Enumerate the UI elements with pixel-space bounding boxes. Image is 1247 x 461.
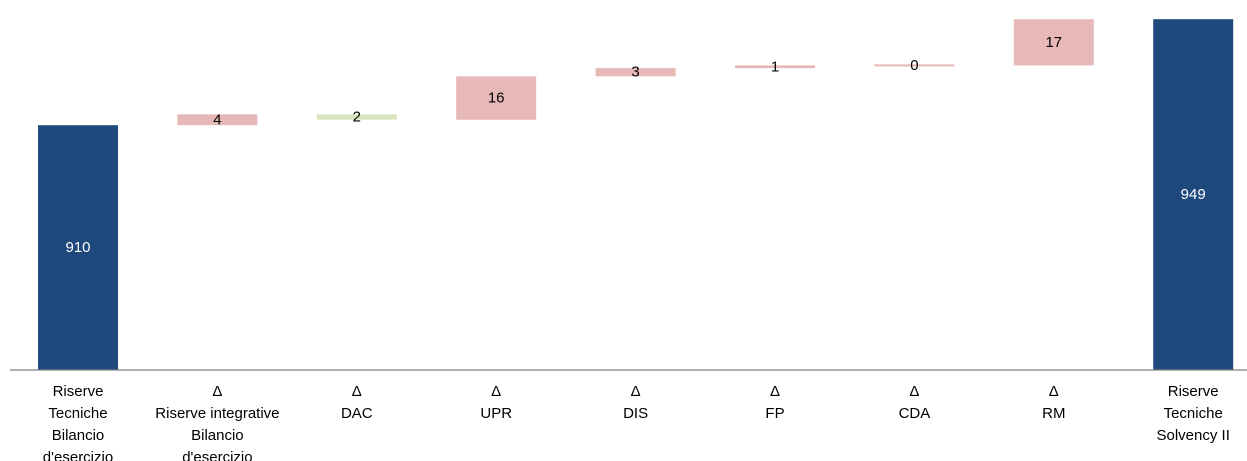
bar-value-label-7: 0 [910, 57, 918, 74]
category-label-line: Δ [1049, 383, 1059, 400]
category-label-line: Δ [770, 383, 780, 400]
category-label-9: Riserve Tecniche Solvency II [1157, 383, 1230, 444]
bar-8 [1013, 19, 1094, 66]
category-label-2: Δ Riserve integrative Bilancio d'esercizio [155, 383, 279, 461]
category-label-1: Riserve Tecniche Bilancio d'esercizio [43, 383, 113, 461]
category-label-line: CDA [899, 405, 931, 422]
category-label-6: Δ FP [765, 383, 784, 422]
category-label-3: Δ DAC [341, 383, 373, 422]
category-label-line: Riserve integrative [155, 405, 279, 422]
category-label-line: d'esercizio [43, 449, 113, 461]
category-label-4: Δ UPR [480, 383, 512, 422]
category-label-line: RM [1042, 405, 1065, 422]
category-label-line: Δ [491, 383, 501, 400]
bar-5 [595, 68, 676, 77]
bar-value-label-6: 1 [771, 58, 779, 75]
category-label-line: Solvency II [1157, 427, 1230, 444]
bar-value-label-3: 2 [353, 109, 361, 126]
bar-value-label-4: 16 [488, 90, 505, 107]
category-label-line: Δ [631, 383, 641, 400]
category-label-line: Bilancio [191, 427, 244, 444]
category-label-line: FP [765, 405, 784, 422]
bar-2 [177, 114, 258, 126]
category-label-line: Bilancio [52, 427, 105, 444]
bar-6 [735, 65, 815, 69]
category-label-line: Riserve [1168, 383, 1219, 400]
bar-1 [38, 125, 118, 370]
bar-7 [874, 64, 955, 67]
category-label-8: Δ RM [1042, 383, 1065, 422]
bar-value-label-1: 910 [65, 239, 90, 256]
category-label-line: Tecniche [48, 405, 107, 422]
bar-4 [456, 76, 537, 120]
category-labels: Riserve Tecniche Bilancio d'esercizio Δ Riser… [43, 383, 1230, 461]
bar-value-label-8: 17 [1045, 34, 1062, 51]
category-label-line: DAC [341, 405, 373, 422]
category-label-7: Δ CDA [899, 383, 931, 422]
category-label-line: UPR [480, 405, 512, 422]
category-label-line: Δ [212, 383, 222, 400]
category-label-line: Riserve [53, 383, 104, 400]
bar-value-label-5: 3 [631, 64, 639, 81]
category-label-line: d'esercizio [182, 449, 252, 461]
category-label-line: Δ [352, 383, 362, 400]
category-label-line: DIS [623, 405, 648, 422]
category-label-line: Δ [909, 383, 919, 400]
category-label-line: Tecniche [1164, 405, 1223, 422]
bar-value-label-9: 949 [1181, 186, 1206, 203]
bar-3 [316, 114, 397, 120]
bar-value-label-2: 4 [213, 111, 221, 128]
bar-9 [1153, 19, 1234, 370]
category-label-5: Δ DIS [623, 383, 648, 422]
